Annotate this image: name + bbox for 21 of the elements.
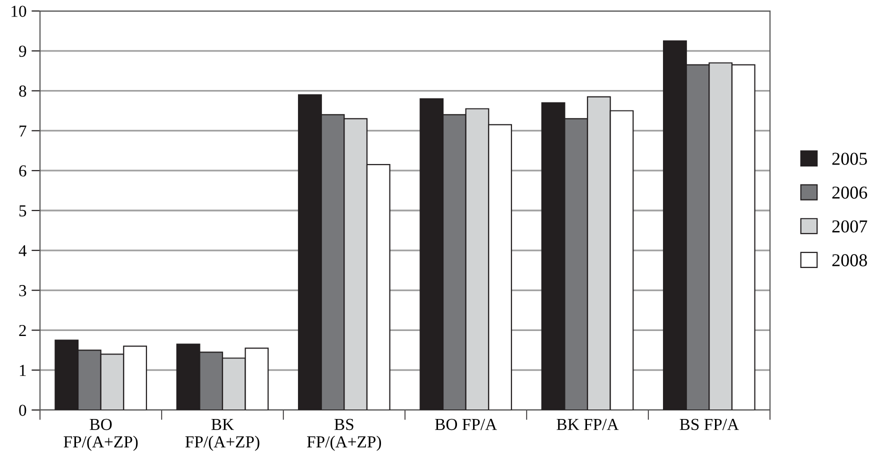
y-tick-label: 9 [19,46,26,57]
y-tick-label: 0 [19,404,26,416]
x-tick-label: BK FP/A [556,418,619,430]
legend-label: 2007 [832,220,868,233]
y-tick-label: 8 [19,86,26,97]
y-tick-label: 4 [18,245,27,256]
x-tick-label: BS FP/(A+ZP) [307,418,382,451]
legend-label: 2005 [832,152,867,165]
x-tick-label: BO FP/A [435,418,497,430]
y-tick-label: 2 [19,324,26,336]
legend-label: 2006 [832,186,868,199]
y-tick-label: 5 [19,205,26,216]
x-tick-label: BO FP/(A+ZP) [64,418,138,451]
y-tick-label: 3 [19,285,26,296]
x-tick-label: BK FP/(A+ZP) [185,418,260,451]
legend-label: 2008 [832,254,867,266]
y-tick-label: 10 [12,6,26,17]
x-tick-label: BS FP/A [680,418,739,430]
y-tick-label: 6 [19,165,26,177]
y-tick-label: 7 [20,126,26,136]
y-tick-label: 1 [20,364,26,376]
